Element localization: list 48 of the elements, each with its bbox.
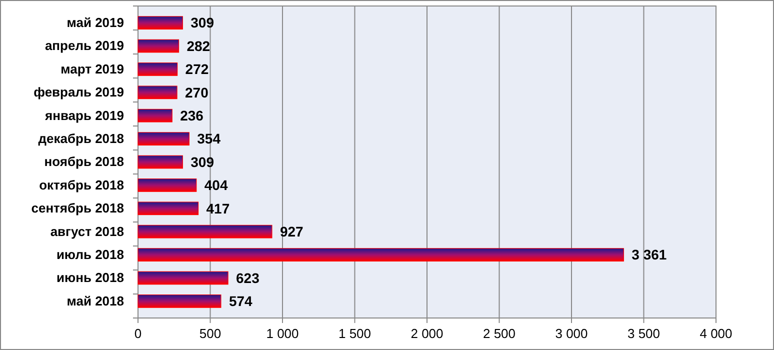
x-tick-label: 1 500 — [338, 326, 372, 342]
y-tick-label: июнь 2018 — [56, 270, 124, 286]
y-tick-label: август 2018 — [50, 224, 124, 239]
data-label: 404 — [204, 177, 228, 194]
bar — [138, 224, 272, 238]
bar — [138, 155, 183, 169]
bar — [138, 39, 180, 53]
bar — [138, 178, 197, 192]
x-tick-label: 1 000 — [266, 326, 299, 342]
y-tick-label: март 2019 — [60, 61, 124, 76]
data-label: 309 — [190, 154, 214, 170]
y-tick-label: январь 2019 — [45, 108, 124, 123]
y-tick-label: ноябрь 2018 — [44, 154, 124, 170]
data-label: 623 — [236, 270, 260, 286]
y-tick-label: май 2018 — [66, 293, 124, 308]
y-tick-label: июль 2018 — [56, 246, 124, 262]
bar — [138, 16, 183, 30]
y-tick-label: сентябрь 2018 — [31, 200, 124, 216]
bar — [138, 202, 199, 216]
bar — [138, 62, 178, 76]
data-label: 417 — [206, 200, 230, 216]
data-label: 236 — [180, 108, 204, 124]
data-label: 3 361 — [632, 246, 667, 263]
bar — [138, 132, 190, 146]
bar — [138, 108, 172, 122]
x-tick-label: 4 000 — [700, 326, 732, 342]
bar — [138, 86, 178, 100]
x-tick-label: 0 — [134, 326, 142, 342]
y-tick-label: декабрь 2018 — [38, 130, 124, 146]
data-label: 354 — [197, 130, 221, 147]
x-tick-label: 2 000 — [410, 326, 444, 342]
bar — [138, 271, 228, 285]
x-tick-label: 500 — [199, 326, 222, 342]
data-label: 309 — [190, 14, 214, 31]
x-tick-label: 3 000 — [555, 326, 588, 342]
y-tick-label: май 2019 — [66, 14, 124, 30]
data-label: 574 — [228, 293, 253, 310]
x-tick-label: 2 500 — [482, 326, 516, 342]
bar — [138, 248, 624, 262]
data-label: 927 — [280, 223, 304, 240]
x-tick-label: 3 500 — [627, 326, 660, 342]
y-tick-label: февраль 2019 — [34, 84, 124, 100]
bar — [138, 294, 222, 308]
y-tick-label: апрель 2019 — [44, 38, 124, 54]
y-tick-label: октябрь 2018 — [39, 177, 124, 192]
data-label: 270 — [185, 84, 209, 100]
data-label: 272 — [185, 61, 209, 78]
data-label: 282 — [186, 38, 210, 54]
